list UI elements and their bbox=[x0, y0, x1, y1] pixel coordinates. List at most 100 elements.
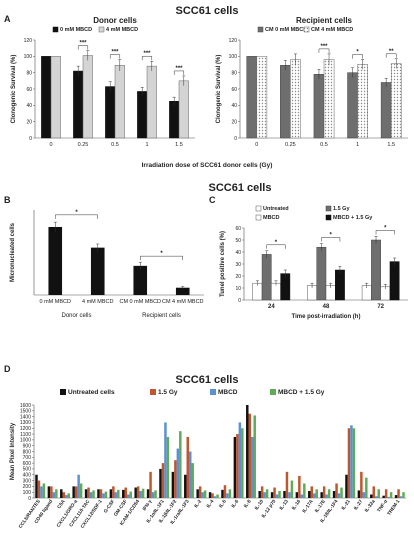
y-tick-label: 40 bbox=[235, 250, 241, 256]
y-tick-label: 1300 bbox=[20, 420, 31, 426]
x-tick-label: 48 bbox=[323, 304, 330, 310]
bar bbox=[226, 493, 229, 498]
legend-swatch bbox=[210, 389, 216, 395]
bar bbox=[316, 246, 327, 301]
bar bbox=[300, 494, 304, 498]
x-tick-label: IL-17E bbox=[314, 498, 328, 514]
legend-label: MBCD + 1.5 Gy bbox=[333, 215, 373, 221]
bar bbox=[117, 489, 120, 498]
legend-swatch bbox=[98, 26, 105, 33]
significance-mark: * bbox=[329, 233, 332, 239]
bar bbox=[169, 101, 180, 139]
y-axis-label: Clonogenic Survival (%) bbox=[216, 55, 222, 124]
y-tick-label: 60 bbox=[231, 87, 237, 93]
x-tick-label: IL-17A bbox=[301, 498, 315, 514]
x-tick-label: 4 mM MBCD bbox=[82, 299, 114, 305]
significance-mark: *** bbox=[79, 41, 87, 47]
legend-swatch bbox=[325, 214, 332, 221]
legend-swatch bbox=[325, 205, 332, 212]
y-tick-label: 1400 bbox=[20, 414, 31, 420]
bar bbox=[109, 489, 113, 498]
legend-label: CM 4 mM MBCD bbox=[311, 27, 353, 33]
x-tick-label: IL-21 bbox=[340, 498, 352, 511]
bar bbox=[323, 59, 335, 139]
chart-cytokines: 0100200300400500600700800900100011001200… bbox=[10, 389, 406, 530]
bar bbox=[387, 496, 390, 498]
x-tick-label: IFN-γ bbox=[142, 498, 154, 512]
significance-bracket bbox=[385, 53, 397, 58]
significance-mark: * bbox=[384, 225, 387, 231]
legend-swatch bbox=[52, 26, 59, 33]
bar bbox=[186, 436, 189, 498]
y-tick-label: 900 bbox=[23, 443, 32, 449]
x-tick-label: TREM-1 bbox=[386, 498, 401, 516]
bar bbox=[48, 227, 63, 295]
chart-recipient-survival: Recipient cells 0 20 40 60 80 100 120 Clonogenic… bbox=[216, 16, 408, 148]
x-tick-label: 0.25 bbox=[285, 142, 296, 148]
y-tick-label: 0 bbox=[28, 496, 31, 502]
legend-label: 1.5 Gy bbox=[333, 206, 350, 212]
y-tick-label: 40 bbox=[26, 103, 32, 109]
bar bbox=[260, 486, 264, 498]
bar bbox=[127, 494, 130, 498]
bar bbox=[92, 490, 95, 498]
bar bbox=[161, 463, 165, 498]
bar bbox=[322, 486, 326, 498]
chart-title: Donor cells bbox=[93, 16, 137, 25]
x-tick-label: CM 0 mM MBCD bbox=[119, 299, 161, 305]
y-tick-label: 300 bbox=[23, 478, 32, 484]
bar bbox=[384, 489, 388, 498]
bar bbox=[74, 486, 78, 498]
y-tick-label: 1600 bbox=[20, 403, 31, 409]
bar bbox=[295, 492, 299, 498]
bar bbox=[105, 86, 116, 139]
bar bbox=[55, 489, 58, 498]
legend-swatch bbox=[270, 389, 276, 395]
heading-bottom: SCC61 cells bbox=[176, 374, 239, 386]
significance-mark: * bbox=[356, 50, 359, 56]
group-label: Donor cells bbox=[61, 313, 91, 319]
legend-swatch bbox=[150, 389, 156, 395]
bar bbox=[390, 63, 402, 139]
bar bbox=[275, 494, 279, 498]
x-tick-label: IL-6 bbox=[230, 498, 240, 509]
bar bbox=[283, 491, 286, 498]
y-tick-label: 100 bbox=[24, 54, 33, 60]
bar bbox=[99, 489, 103, 498]
significance-mark: * bbox=[275, 240, 278, 246]
significance-mark: *** bbox=[320, 44, 328, 50]
panel-letter-b: B bbox=[4, 195, 11, 205]
bar bbox=[261, 254, 272, 301]
bar bbox=[290, 480, 294, 498]
bar bbox=[79, 483, 83, 498]
y-tick-label: 1500 bbox=[20, 409, 31, 415]
bar bbox=[42, 483, 46, 498]
bar bbox=[360, 471, 363, 498]
bar bbox=[397, 489, 400, 498]
bar bbox=[87, 487, 90, 498]
bar bbox=[112, 486, 115, 498]
bar bbox=[252, 282, 263, 301]
x-axis-label: Time post-irradiation (h) bbox=[292, 314, 361, 320]
bar bbox=[146, 489, 150, 498]
bar bbox=[129, 491, 132, 498]
bar bbox=[175, 287, 190, 295]
x-tick-label: IL-5 bbox=[218, 498, 228, 509]
x-tick-label: IL-10 bbox=[254, 498, 266, 511]
y-tick-label: 40 bbox=[231, 103, 237, 109]
bar bbox=[280, 65, 291, 139]
bar bbox=[196, 489, 199, 498]
bar bbox=[84, 489, 88, 498]
bar bbox=[256, 56, 268, 139]
bar bbox=[216, 494, 219, 498]
bar bbox=[90, 247, 105, 295]
bar bbox=[203, 490, 207, 498]
x-tick-label: 0.25 bbox=[78, 142, 89, 148]
x-tick-label: 0.5 bbox=[111, 142, 119, 148]
group-label: Recipient cells bbox=[142, 313, 181, 319]
bar bbox=[241, 428, 244, 498]
bar bbox=[258, 491, 261, 498]
x-tick-label: 0 mM MBCD bbox=[40, 299, 72, 305]
x-tick-label: 1.5 bbox=[387, 142, 395, 148]
y-tick-label: 30 bbox=[235, 262, 241, 268]
